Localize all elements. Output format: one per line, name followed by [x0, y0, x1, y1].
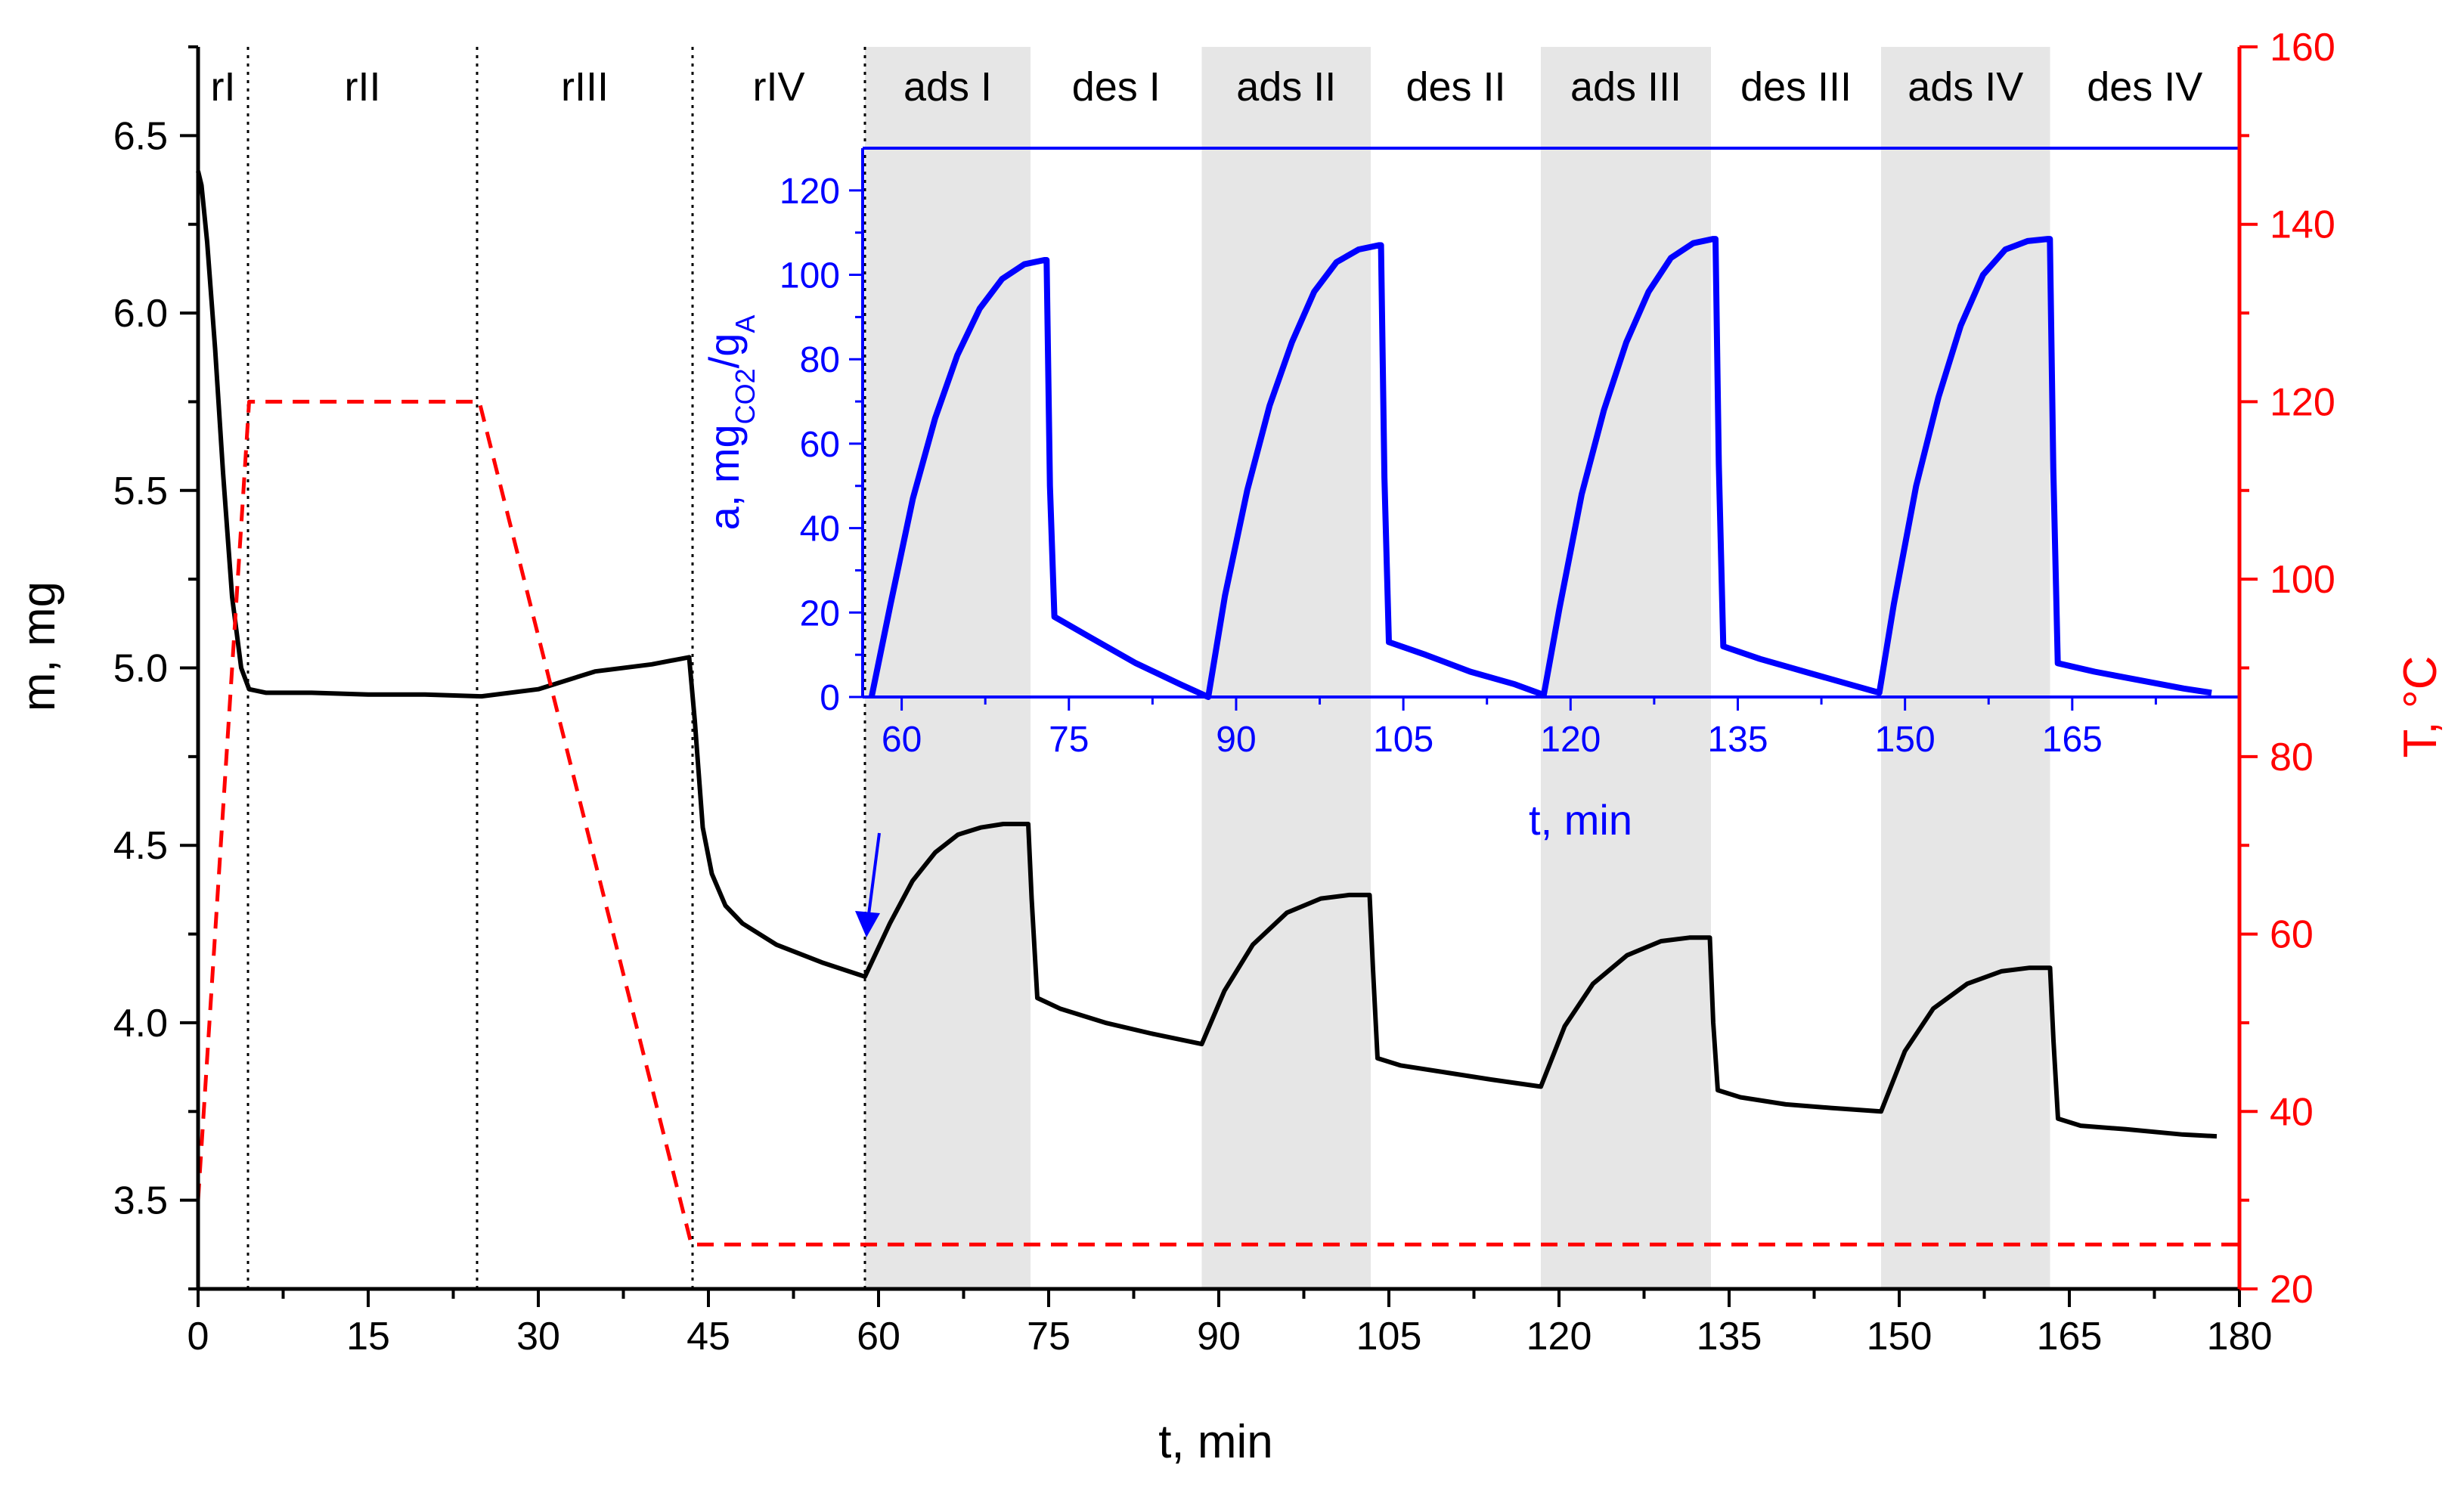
x-tick-label-30: 30: [516, 1315, 560, 1358]
stage-label-riii: rIII: [561, 64, 609, 110]
y2-tick-label-60: 60: [2270, 913, 2314, 957]
y2-tick-label-40: 40: [2270, 1090, 2314, 1134]
y-tick-label-4-0: 4.0: [113, 1002, 168, 1045]
y-tick-label-6-5: 6.5: [113, 114, 168, 158]
inset-y-tick-label-20: 20: [800, 593, 840, 633]
y-tick-label-5-0: 5.0: [113, 647, 168, 691]
inset-y-tick-label-60: 60: [800, 425, 840, 465]
inset-x-tick-label-120: 120: [1540, 720, 1601, 760]
inset-y-tick-label-40: 40: [800, 510, 840, 550]
main-chart-stage-labels: rI rII rIII rIV ads I des I ads II des II ads II…: [211, 64, 2203, 110]
mass-line: [196, 170, 2218, 1139]
y-tick-label-3-5: 3.5: [113, 1179, 168, 1223]
inset-x-tick-label-165: 165: [2042, 720, 2103, 760]
inset-pointer-arrow: [866, 832, 881, 927]
inset-x-axis-title: t, min: [1529, 796, 1632, 844]
y-tick-label-6-0: 6.0: [113, 292, 168, 336]
y2-tick-label-160: 160: [2270, 26, 2335, 70]
inset-x-tick-label-150: 150: [1875, 720, 1936, 760]
stage-label-ads-iv: ads IV: [1908, 64, 2023, 110]
stage-shade-ads-ii: [1201, 47, 1371, 1289]
stage-label-des-ii: des II: [1406, 64, 1505, 110]
inset-pointer-arrowhead: [855, 911, 880, 937]
y2-tick-label-80: 80: [2270, 736, 2314, 779]
inset-uptake-line: [868, 236, 2212, 700]
x-tick-label-45: 45: [687, 1315, 730, 1358]
inset-y-tick-label-0: 0: [820, 678, 840, 718]
stage-label-des-iv: des IV: [2087, 64, 2202, 110]
inset-x-tick-label-60: 60: [882, 720, 922, 760]
stage-label-ri: rI: [211, 64, 236, 110]
inset-chart: 60 75 90 105 120 135 150 165 0 20 40 60 80 100 120 t, m…: [700, 147, 2239, 844]
y2-tick-label-20: 20: [2270, 1268, 2314, 1312]
main-chart-stage-shading: [865, 47, 2050, 1289]
y-tick-label-4-5: 4.5: [113, 824, 168, 868]
inset-x-tick-label-105: 105: [1373, 720, 1433, 760]
x-tick-label-105: 105: [1356, 1315, 1422, 1358]
x-tick-label-120: 120: [1526, 1315, 1592, 1358]
inset-y-axis-title: a, mgCO2/gA: [700, 315, 761, 531]
x-tick-label-15: 15: [346, 1315, 390, 1358]
stage-label-rii: rII: [345, 64, 381, 110]
stage-label-ads-i: ads I: [903, 64, 992, 110]
stage-label-des-i: des I: [1072, 64, 1161, 110]
main-chart-series: [196, 170, 2239, 1247]
inset-x-tick-label-135: 135: [1707, 720, 1768, 760]
temperature-line: [196, 399, 2239, 1247]
stage-label-ads-iii: ads III: [1570, 64, 1681, 110]
x-tick-label-180: 180: [2207, 1315, 2273, 1358]
x-tick-label-75: 75: [1027, 1315, 1071, 1358]
inset-x-tick-label-90: 90: [1216, 720, 1256, 760]
main-chart-axes: 0 15 30 45 60 75 90 105 120 135 150 165 180 3.5 4.0 4.5…: [113, 26, 2335, 1358]
stage-shade-ads-i: [865, 47, 1031, 1289]
stage-label-des-iii: des III: [1740, 64, 1852, 110]
y2-tick-label-100: 100: [2270, 558, 2335, 602]
stage-shade-ads-iv: [1881, 47, 2050, 1289]
y-tick-label-5-5: 5.5: [113, 469, 168, 513]
inset-y-tick-label-80: 80: [800, 340, 840, 380]
inset-y-tick-label-100: 100: [779, 256, 840, 296]
main-chart-stage-dividers: [246, 47, 866, 1289]
stage-label-riv: rIV: [752, 64, 804, 110]
y2-tick-label-120: 120: [2270, 380, 2335, 424]
y2-tick-label-140: 140: [2270, 203, 2335, 247]
stage-shade-ads-iii: [1541, 47, 1711, 1289]
x-tick-label-60: 60: [857, 1315, 900, 1358]
x-tick-label-165: 165: [2037, 1315, 2103, 1358]
stage-label-ads-ii: ads II: [1236, 64, 1336, 110]
x-tick-label-0: 0: [188, 1315, 209, 1358]
main-x-axis-title: t, min: [1158, 1416, 1273, 1468]
main-y-axis-title: m, mg: [13, 581, 65, 711]
inset-x-tick-label-75: 75: [1049, 720, 1089, 760]
x-tick-label-135: 135: [1697, 1315, 1762, 1358]
main-y2-axis-title: T, °C: [2394, 655, 2447, 757]
x-tick-label-150: 150: [1867, 1315, 1932, 1358]
inset-y-tick-label-120: 120: [779, 172, 840, 212]
x-tick-label-90: 90: [1197, 1315, 1241, 1358]
